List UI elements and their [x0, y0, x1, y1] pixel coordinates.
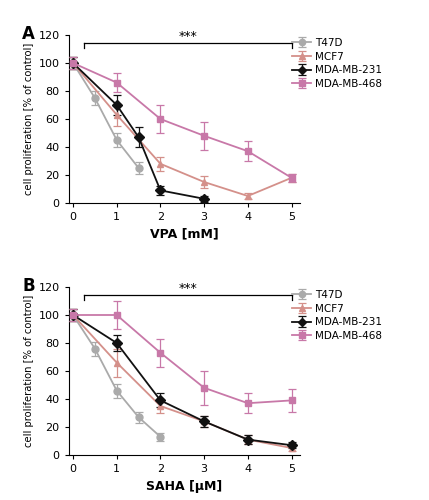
Y-axis label: cell proliferation [% of control]: cell proliferation [% of control] [24, 295, 34, 447]
Legend: T47D, MCF7, MDA-MB-231, MDA-MB-468: T47D, MCF7, MDA-MB-231, MDA-MB-468 [291, 37, 383, 90]
X-axis label: SAHA [μM]: SAHA [μM] [146, 480, 223, 492]
Text: A: A [22, 25, 35, 43]
Legend: T47D, MCF7, MDA-MB-231, MDA-MB-468: T47D, MCF7, MDA-MB-231, MDA-MB-468 [291, 289, 383, 342]
Y-axis label: cell proliferation [% of control]: cell proliferation [% of control] [24, 43, 34, 195]
Text: ***: *** [178, 30, 197, 43]
X-axis label: VPA [mM]: VPA [mM] [150, 228, 219, 240]
Text: B: B [22, 277, 35, 295]
Text: ***: *** [178, 282, 197, 294]
